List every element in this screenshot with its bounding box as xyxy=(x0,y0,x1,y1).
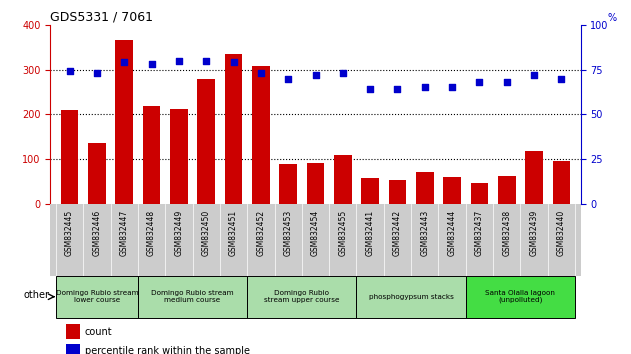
Text: percentile rank within the sample: percentile rank within the sample xyxy=(85,346,250,354)
Point xyxy=(529,72,539,78)
Bar xyxy=(362,178,379,204)
Text: GSM832441: GSM832441 xyxy=(365,210,375,256)
Bar xyxy=(307,163,324,204)
Bar xyxy=(138,275,247,318)
Bar xyxy=(443,177,461,204)
Text: GDS5331 / 7061: GDS5331 / 7061 xyxy=(50,11,153,24)
Point xyxy=(92,70,102,76)
Text: count: count xyxy=(85,327,112,337)
Text: GSM832455: GSM832455 xyxy=(338,210,347,256)
Text: GSM832443: GSM832443 xyxy=(420,210,429,256)
Bar xyxy=(66,344,80,354)
Point xyxy=(338,70,348,76)
Bar xyxy=(170,109,188,204)
Text: Domingo Rubio
stream upper course: Domingo Rubio stream upper course xyxy=(264,290,339,303)
Bar xyxy=(466,275,575,318)
Text: GSM832438: GSM832438 xyxy=(502,210,511,256)
Text: GSM832437: GSM832437 xyxy=(475,210,484,256)
Text: GSM832442: GSM832442 xyxy=(393,210,402,256)
Bar xyxy=(252,66,269,204)
Text: GSM832452: GSM832452 xyxy=(256,210,266,256)
Bar xyxy=(471,183,488,204)
Point xyxy=(475,79,485,85)
Text: GSM832444: GSM832444 xyxy=(447,210,457,256)
Point xyxy=(283,76,293,81)
Text: GSM832446: GSM832446 xyxy=(92,210,102,256)
Point xyxy=(64,69,74,74)
Bar xyxy=(115,40,133,204)
Point xyxy=(447,85,457,90)
Point xyxy=(146,61,156,67)
Text: phosphogypsum stacks: phosphogypsum stacks xyxy=(369,294,454,300)
Point xyxy=(256,70,266,76)
Point xyxy=(502,79,512,85)
Point xyxy=(365,86,375,92)
Text: GSM832445: GSM832445 xyxy=(65,210,74,256)
Text: GSM832447: GSM832447 xyxy=(120,210,129,256)
Text: GSM832439: GSM832439 xyxy=(529,210,539,256)
Bar xyxy=(334,155,351,204)
Point xyxy=(392,86,403,92)
Text: GSM832450: GSM832450 xyxy=(202,210,211,256)
Bar xyxy=(247,275,357,318)
Bar xyxy=(143,106,160,204)
Bar xyxy=(88,143,106,204)
Bar xyxy=(225,54,242,204)
Text: GSM832440: GSM832440 xyxy=(557,210,566,256)
Text: Santa Olalla lagoon
(unpolluted): Santa Olalla lagoon (unpolluted) xyxy=(485,290,555,303)
Text: GSM832453: GSM832453 xyxy=(284,210,293,256)
Bar xyxy=(56,275,138,318)
Point xyxy=(228,59,239,65)
Bar xyxy=(553,161,570,204)
Text: Domingo Rubio stream
lower course: Domingo Rubio stream lower course xyxy=(56,290,138,303)
Bar xyxy=(357,275,466,318)
Point xyxy=(420,85,430,90)
Text: Domingo Rubio stream
medium course: Domingo Rubio stream medium course xyxy=(151,290,234,303)
Point xyxy=(119,59,129,65)
Bar xyxy=(198,79,215,204)
Text: GSM832451: GSM832451 xyxy=(229,210,238,256)
Text: GSM832448: GSM832448 xyxy=(147,210,156,256)
Bar xyxy=(389,180,406,204)
Point xyxy=(310,72,321,78)
Bar xyxy=(61,110,78,204)
Text: other: other xyxy=(23,290,49,299)
Point xyxy=(201,58,211,63)
Text: %: % xyxy=(607,13,616,23)
Bar xyxy=(498,176,516,204)
Text: GSM832454: GSM832454 xyxy=(311,210,320,256)
Text: GSM832449: GSM832449 xyxy=(174,210,184,256)
Bar xyxy=(416,172,433,204)
Point xyxy=(174,58,184,63)
Bar xyxy=(525,151,543,204)
Point xyxy=(557,76,567,81)
Bar xyxy=(280,165,297,204)
Bar xyxy=(66,324,80,339)
